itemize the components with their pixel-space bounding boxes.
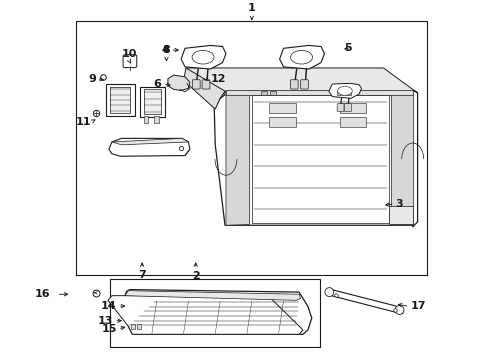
Polygon shape <box>167 75 189 90</box>
Polygon shape <box>390 94 412 224</box>
Polygon shape <box>122 289 311 334</box>
Text: 16: 16 <box>35 289 50 299</box>
Polygon shape <box>125 291 300 300</box>
Bar <box>339 117 366 127</box>
Ellipse shape <box>192 50 214 64</box>
Text: 8: 8 <box>163 45 170 55</box>
Polygon shape <box>327 288 402 314</box>
Ellipse shape <box>290 50 312 64</box>
Polygon shape <box>279 45 324 69</box>
FancyBboxPatch shape <box>300 80 308 89</box>
FancyBboxPatch shape <box>202 80 209 89</box>
Bar <box>345 91 350 95</box>
Bar <box>268 103 295 113</box>
Polygon shape <box>108 296 303 334</box>
Bar <box>110 279 320 347</box>
FancyBboxPatch shape <box>336 104 343 112</box>
Bar <box>143 116 148 123</box>
Text: 5: 5 <box>344 43 351 53</box>
Polygon shape <box>251 95 388 223</box>
Bar <box>269 91 275 95</box>
Text: 6: 6 <box>153 79 161 89</box>
FancyBboxPatch shape <box>192 80 200 89</box>
Bar <box>261 91 266 95</box>
Bar <box>268 117 295 127</box>
Polygon shape <box>214 91 417 227</box>
Polygon shape <box>225 90 412 95</box>
Text: 4: 4 <box>161 45 168 55</box>
Bar <box>336 91 342 95</box>
FancyBboxPatch shape <box>123 55 137 68</box>
Text: 9: 9 <box>88 74 96 84</box>
Polygon shape <box>109 138 189 156</box>
Bar <box>76 22 427 275</box>
Text: 15: 15 <box>101 324 117 334</box>
Bar <box>131 324 135 329</box>
Text: 14: 14 <box>101 301 117 311</box>
Text: 12: 12 <box>210 74 225 84</box>
Bar <box>154 116 158 123</box>
Text: 17: 17 <box>409 301 425 311</box>
Bar <box>339 103 366 113</box>
Text: 1: 1 <box>247 3 255 13</box>
Ellipse shape <box>337 86 351 95</box>
Polygon shape <box>388 206 412 224</box>
Bar <box>140 86 164 117</box>
Polygon shape <box>185 68 417 98</box>
Polygon shape <box>112 138 188 145</box>
Polygon shape <box>183 68 224 109</box>
Ellipse shape <box>394 306 403 314</box>
Bar <box>143 89 161 114</box>
Ellipse shape <box>325 288 333 297</box>
Polygon shape <box>225 94 249 225</box>
Bar <box>105 84 135 116</box>
Polygon shape <box>181 45 225 69</box>
Text: 13: 13 <box>97 316 113 326</box>
Polygon shape <box>328 83 361 98</box>
Text: 7: 7 <box>138 270 146 280</box>
Text: 10: 10 <box>121 49 136 59</box>
Text: 11: 11 <box>75 117 91 127</box>
FancyBboxPatch shape <box>344 104 350 112</box>
Text: 3: 3 <box>395 199 403 209</box>
Bar <box>137 324 141 329</box>
Text: 2: 2 <box>191 271 199 281</box>
Bar <box>110 87 130 113</box>
FancyBboxPatch shape <box>290 80 298 89</box>
